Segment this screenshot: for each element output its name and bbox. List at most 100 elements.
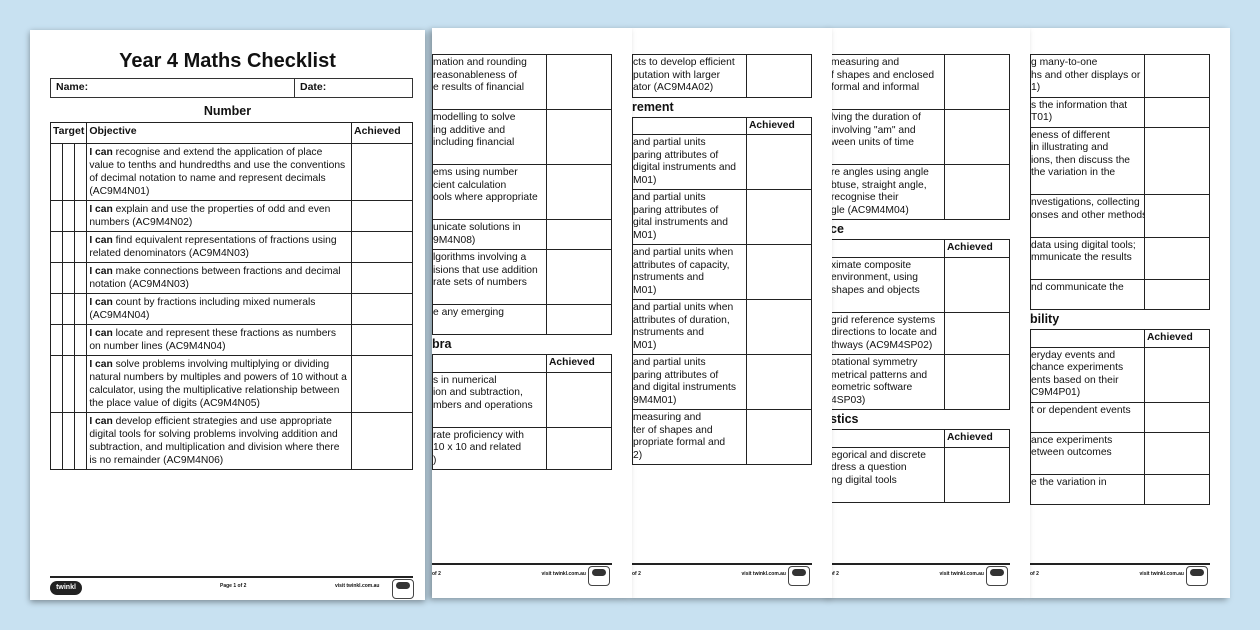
achieved-checkbox[interactable] [546,220,611,249]
achieved-checkbox[interactable] [1144,475,1209,504]
page-number: of 2 [432,571,441,577]
achieved-checkbox[interactable] [1144,97,1209,127]
target-checkbox[interactable] [49,231,64,263]
achieved-checkbox[interactable] [944,257,1009,312]
objective-text: and partial units when attributes of cap… [633,247,734,296]
achieved-checkbox[interactable] [546,427,611,469]
target-checkbox[interactable] [49,324,64,356]
objective-cell: I can locate and represent these fractio… [86,324,352,356]
objective-header [1031,330,1144,347]
achieved-checkbox[interactable] [1144,127,1209,194]
target-checkbox[interactable] [62,293,76,325]
objective-row: modelling to solve ing additive and incl… [432,110,612,165]
achieved-checkbox[interactable] [746,55,811,97]
objective-text: lgorithms involving a isions that use ad… [433,252,538,288]
achieved-checkbox[interactable] [746,410,811,464]
footer-url[interactable]: visit twinkl.com.au [939,571,984,577]
target-checkbox[interactable] [74,355,88,413]
target-checkbox[interactable] [74,200,88,232]
footer-url[interactable]: visit twinkl.com.au [541,571,586,577]
achieved-checkbox[interactable] [1144,347,1209,402]
achieved-checkbox[interactable] [1144,55,1209,97]
objective-text: ximate composite environment, using shap… [831,259,920,296]
footer: of 2 visit twinkl.com.au [830,563,1010,586]
objective-text: find equivalent representations of fract… [89,235,337,259]
date-field[interactable]: Date: [300,81,327,93]
achieved-checkbox[interactable] [351,200,413,232]
achieved-header: Achieved [746,117,811,134]
achieved-checkbox[interactable] [1144,432,1209,474]
target-checkbox[interactable] [74,143,88,201]
achieved-checkbox[interactable] [351,231,413,263]
achieved-checkbox[interactable] [546,165,611,219]
objective-text: measuring and ter of shapes and propriat… [633,412,726,461]
achieved-checkbox[interactable] [351,324,413,356]
target-checkbox[interactable] [74,293,88,325]
objective-row: I can explain and use the properties of … [49,200,413,232]
header-row: Achieved [830,429,1010,448]
footer-url[interactable]: visit twinkl.com.au [741,571,786,577]
checklist-page-3: cts to develop efficient putation with l… [632,28,832,598]
achieved-checkbox[interactable] [746,135,811,189]
achieved-checkbox[interactable] [1144,195,1209,237]
target-checkbox[interactable] [49,200,64,232]
footer-url[interactable]: visit twinkl.com.au [335,583,380,589]
target-checkbox[interactable] [62,355,76,413]
target-checkbox[interactable] [49,412,64,470]
target-checkbox[interactable] [74,231,88,263]
achieved-checkbox[interactable] [351,262,413,294]
achieved-checkbox[interactable] [746,355,811,409]
target-checkbox[interactable] [62,231,76,263]
achieved-checkbox[interactable] [1144,280,1209,309]
target-checkbox[interactable] [62,200,76,232]
objective-cell: I can count by fractions including mixed… [86,293,352,325]
achieved-checkbox[interactable] [351,293,413,325]
achieved-checkbox[interactable] [944,447,1009,502]
achieved-checkbox[interactable] [746,300,811,354]
achieved-checkbox[interactable] [546,55,611,109]
achieved-checkbox[interactable] [1144,237,1209,279]
achieved-checkbox[interactable] [351,143,413,201]
achieved-checkbox[interactable] [546,110,611,164]
target-checkbox[interactable] [49,293,64,325]
target-checkbox[interactable] [62,324,76,356]
objective-text: unicate solutions in 9M4N08) [433,222,521,246]
objective-row: and partial units paring attributes of a… [632,355,812,410]
objective-text: recognise and extend the application of … [89,147,346,197]
target-checkbox[interactable] [74,262,88,294]
objective-text: s the information that T01) [1031,99,1128,124]
objective-row: I can make connections between fractions… [49,262,413,294]
table-fragment: measuring and f shapes and enclosed form… [830,54,1010,503]
achieved-checkbox[interactable] [546,250,611,304]
target-checkbox[interactable] [62,143,76,201]
quality-badge-icon [986,566,1008,586]
achieved-checkbox[interactable] [944,110,1009,164]
achieved-checkbox[interactable] [546,305,611,334]
section-heading: stics [830,412,859,426]
achieved-checkbox[interactable] [944,55,1009,109]
objective-text: ance experiments etween outcomes [1031,434,1113,459]
i-can-label: I can [89,328,113,339]
achieved-checkbox[interactable] [546,372,611,427]
name-field[interactable]: Name: [51,79,295,97]
header-row: Achieved [1030,329,1210,348]
achieved-checkbox[interactable] [351,355,413,413]
achieved-checkbox[interactable] [1144,402,1209,432]
achieved-checkbox[interactable] [351,412,413,470]
achieved-checkbox[interactable] [944,355,1009,409]
target-checkbox[interactable] [49,262,64,294]
achieved-checkbox[interactable] [944,312,1009,354]
achieved-checkbox[interactable] [746,190,811,244]
target-checkbox[interactable] [62,262,76,294]
quality-badge-icon [588,566,610,586]
target-checkbox[interactable] [74,412,88,470]
target-checkbox[interactable] [74,324,88,356]
target-checkbox[interactable] [49,143,64,201]
target-checkbox[interactable] [62,412,76,470]
footer-url[interactable]: visit twinkl.com.au [1139,571,1184,577]
achieved-checkbox[interactable] [944,165,1009,219]
achieved-checkbox[interactable] [746,245,811,299]
table-fragment: mation and rounding reasonableness of e … [432,54,612,470]
checklist-page-5: g many-to-one hs and other displays or 1… [1030,28,1230,598]
target-checkbox[interactable] [49,355,64,413]
